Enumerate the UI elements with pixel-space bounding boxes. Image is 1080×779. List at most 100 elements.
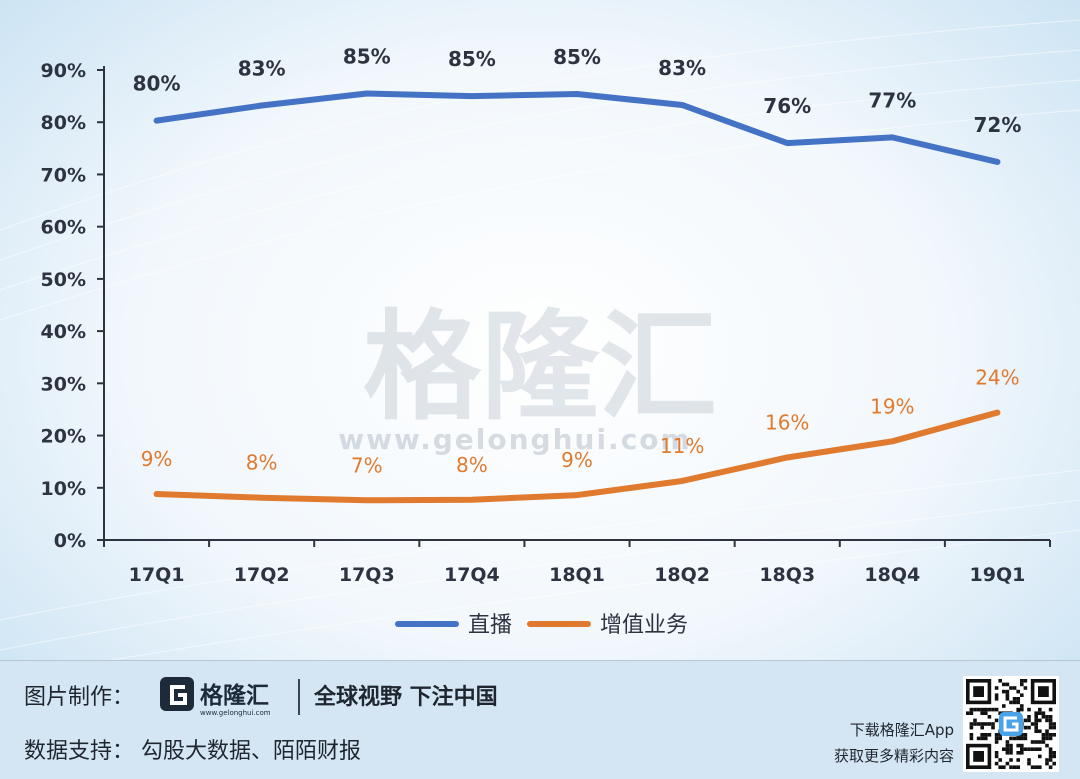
qr-module [970,722,974,726]
x-tick-label: 17Q2 [234,564,290,586]
qr-module [1009,701,1013,705]
data-label: 85% [343,45,391,69]
qr-module [970,726,974,730]
qr-module [1016,690,1020,694]
qr-module [1020,744,1024,748]
qr-module [973,708,977,712]
qr-module [1024,733,1028,737]
qr-module [1042,715,1046,719]
qr-module [980,726,984,730]
qr-module [980,708,984,712]
qr-module [1020,751,1024,755]
qr-module [973,722,977,726]
qr-module [1016,751,1020,755]
qr-module [1049,747,1053,751]
qr-module [1027,715,1031,719]
qr-finder-core [973,751,984,762]
qr-module [1006,693,1010,697]
qr-module [1049,719,1053,723]
qr-module [1006,740,1010,744]
qr-module [991,722,995,726]
qr-module [991,708,995,712]
qr-module [984,737,988,741]
legend-label-vas: 增值业务 [600,613,688,638]
more-content-text: 获取更多精彩内容 [834,745,954,766]
data-label: 85% [553,45,601,69]
qr-module [1052,726,1056,730]
qr-module [995,719,999,723]
qr-module [988,715,992,719]
qr-module [1045,729,1049,733]
qr-module [1016,708,1020,712]
qr-module [995,708,999,712]
qr-module [1002,704,1006,708]
qr-module [1016,744,1020,748]
qr-code[interactable] [966,679,1056,769]
qr-module [1024,719,1028,723]
qr-module [1027,719,1031,723]
qr-module [1024,726,1028,730]
data-label: 7% [351,453,383,477]
qr-module [998,737,1002,741]
qr-module [988,708,992,712]
qr-module [1045,762,1049,766]
qr-module [1027,726,1031,730]
data-label: 77% [868,88,916,112]
qr-module [1052,722,1056,726]
brand-logo-name: 格隆汇 [200,682,269,709]
qr-module [970,733,974,737]
brand-logo-url: www.gelonghui.com [200,709,271,717]
qr-module [1016,765,1020,769]
qr-module [1031,740,1035,744]
qr-module [1049,758,1053,762]
qr-module [1034,722,1038,726]
data-label: 72% [974,113,1022,137]
qr-module [1024,747,1028,751]
qr-module [1038,747,1042,751]
y-tick-label: 40% [41,321,86,343]
qr-module [995,733,999,737]
qr-module [1024,679,1028,683]
qr-module [980,733,984,737]
qr-module [970,708,974,712]
qr-module [1002,747,1006,751]
qr-module [1042,711,1046,715]
data-label: 83% [238,57,286,81]
qr-module [1034,765,1038,769]
download-app-text: 下载格隆汇App [850,719,954,740]
qr-module [998,679,1002,683]
qr-module [1013,686,1017,690]
qr-module [1020,747,1024,751]
qr-module [1034,747,1038,751]
qr-module [1027,747,1031,751]
qr-module [1020,683,1024,687]
qr-module [1049,715,1053,719]
qr-finder-core [973,686,984,697]
qr-module [1045,715,1049,719]
qr-module [988,722,992,726]
slogan: 全球视野 下注中国 [314,679,498,711]
qr-module [1049,722,1053,726]
qr-module [1042,733,1046,737]
data-label: 9% [561,448,593,472]
qr-module [988,733,992,737]
data-label: 9% [141,447,173,471]
qr-module [1009,747,1013,751]
brand-logo-icon [160,677,194,711]
qr-module [998,765,1002,769]
qr-module [1002,683,1006,687]
y-tick-label: 50% [41,269,86,291]
brand-logo: 格隆汇 www.gelonghui.com [160,675,284,717]
qr-module [970,711,974,715]
made-by-label: 图片制作： [24,679,134,711]
x-tick-label: 19Q1 [970,564,1026,586]
qr-module [1020,737,1024,741]
qr-module [1038,708,1042,712]
qr-module [970,737,974,741]
qr-module [1052,762,1056,766]
qr-module [1006,690,1010,694]
qr-module [1052,751,1056,755]
qr-module [1052,755,1056,759]
qr-module [1016,701,1020,705]
qr-module [1009,765,1013,769]
